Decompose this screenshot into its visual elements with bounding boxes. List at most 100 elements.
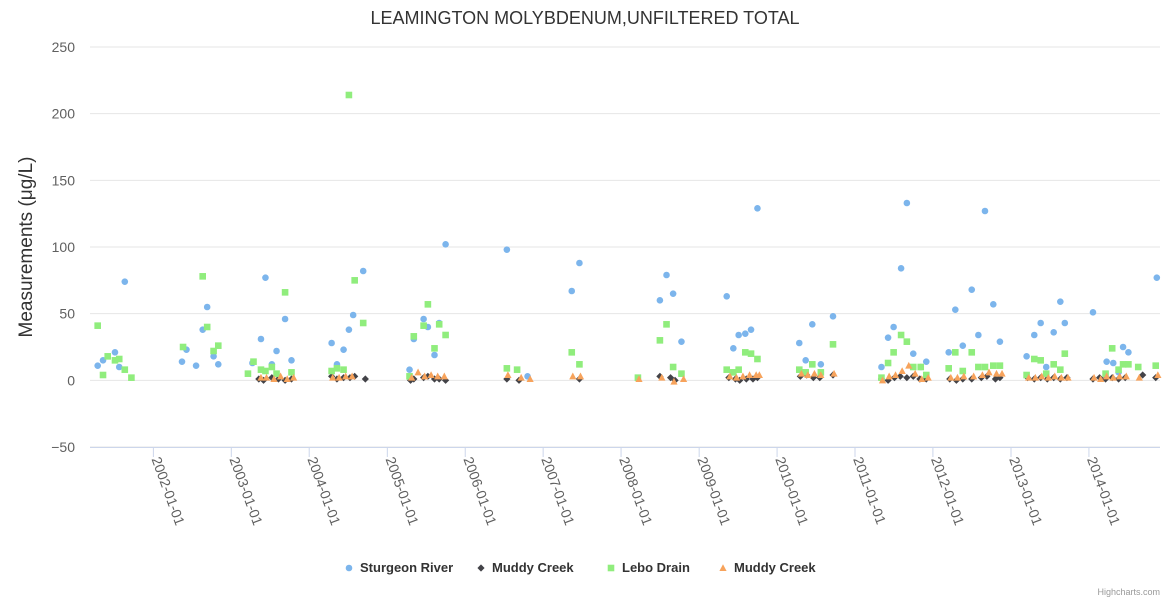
data-point[interactable] xyxy=(203,323,211,331)
data-point[interactable] xyxy=(797,369,806,377)
data-point[interactable] xyxy=(503,365,511,372)
data-point[interactable] xyxy=(884,376,892,384)
data-point[interactable] xyxy=(656,337,664,344)
data-point[interactable] xyxy=(981,207,989,215)
data-point[interactable] xyxy=(414,368,422,376)
data-point[interactable] xyxy=(911,369,919,377)
data-point[interactable] xyxy=(283,375,291,382)
data-point[interactable] xyxy=(1102,370,1109,377)
data-point[interactable] xyxy=(431,351,438,359)
data-point[interactable] xyxy=(1057,298,1064,305)
data-point[interactable] xyxy=(735,331,742,339)
data-point[interactable] xyxy=(1154,371,1162,378)
data-point[interactable] xyxy=(953,373,962,381)
data-point[interactable] xyxy=(349,311,357,319)
data-point[interactable] xyxy=(115,363,123,371)
data-point[interactable] xyxy=(257,373,265,381)
data-point[interactable] xyxy=(333,365,341,372)
data-point[interactable] xyxy=(975,363,982,371)
data-point[interactable] xyxy=(440,372,448,380)
data-point[interactable] xyxy=(342,372,350,380)
highcharts-credit-link[interactable]: Highcharts.com xyxy=(1097,587,1160,597)
data-point[interactable] xyxy=(351,277,358,284)
data-point[interactable] xyxy=(257,366,265,373)
data-point[interactable] xyxy=(517,373,525,381)
data-point[interactable] xyxy=(903,338,911,345)
data-point[interactable] xyxy=(909,363,917,371)
data-point[interactable] xyxy=(909,350,917,357)
data-point[interactable] xyxy=(250,358,257,365)
data-point[interactable] xyxy=(903,199,911,207)
data-point[interactable] xyxy=(989,362,997,369)
data-point[interactable] xyxy=(434,372,442,380)
data-point[interactable] xyxy=(903,374,911,382)
data-point[interactable] xyxy=(1109,359,1117,367)
data-point[interactable] xyxy=(442,241,449,248)
data-point[interactable] xyxy=(179,343,187,351)
data-point[interactable] xyxy=(663,271,670,279)
data-point[interactable] xyxy=(1119,361,1127,368)
legend-item[interactable]: Muddy Creek xyxy=(719,560,816,575)
data-point[interactable] xyxy=(795,366,803,373)
data-point[interactable] xyxy=(257,335,265,343)
data-point[interactable] xyxy=(998,369,1006,377)
data-point[interactable] xyxy=(959,342,967,349)
data-point[interactable] xyxy=(104,353,112,360)
data-point[interactable] xyxy=(747,350,755,357)
data-point[interactable] xyxy=(1030,331,1038,339)
data-point[interactable] xyxy=(406,373,413,380)
data-point[interactable] xyxy=(503,246,511,253)
data-point[interactable] xyxy=(1134,363,1142,371)
data-point[interactable] xyxy=(730,369,737,376)
data-point[interactable] xyxy=(891,371,900,378)
data-point[interactable] xyxy=(1031,373,1039,381)
data-point[interactable] xyxy=(952,349,959,356)
data-point[interactable] xyxy=(732,373,741,381)
data-point[interactable] xyxy=(424,301,432,308)
data-point[interactable] xyxy=(996,338,1004,345)
data-point[interactable] xyxy=(1023,353,1030,360)
data-point[interactable] xyxy=(441,376,450,384)
data-point[interactable] xyxy=(1103,372,1111,380)
data-point[interactable] xyxy=(203,303,211,311)
data-point[interactable] xyxy=(431,345,438,352)
data-point[interactable] xyxy=(290,373,298,381)
data-point[interactable] xyxy=(1090,373,1098,381)
data-point[interactable] xyxy=(996,362,1004,369)
data-point[interactable] xyxy=(726,372,734,380)
data-point[interactable] xyxy=(1103,358,1110,365)
data-point[interactable] xyxy=(1125,361,1132,368)
data-point[interactable] xyxy=(1061,319,1069,327)
data-point[interactable] xyxy=(568,287,576,295)
data-point[interactable] xyxy=(678,370,685,377)
data-point[interactable] xyxy=(345,91,353,99)
data-point[interactable] xyxy=(890,349,897,356)
data-point[interactable] xyxy=(335,373,343,381)
legend-item[interactable]: Muddy Creek xyxy=(477,560,574,575)
data-point[interactable] xyxy=(340,366,347,373)
data-point[interactable] xyxy=(210,353,217,360)
data-point[interactable] xyxy=(635,375,643,382)
data-point[interactable] xyxy=(99,371,107,379)
data-point[interactable] xyxy=(1037,319,1044,327)
data-point[interactable] xyxy=(199,273,206,280)
data-point[interactable] xyxy=(924,373,932,381)
data-point[interactable] xyxy=(424,372,432,380)
data-point[interactable] xyxy=(1061,350,1069,357)
data-point[interactable] xyxy=(288,369,295,376)
data-point[interactable] xyxy=(985,368,993,376)
data-point[interactable] xyxy=(340,346,347,353)
data-point[interactable] xyxy=(830,369,838,377)
data-point[interactable] xyxy=(970,372,978,380)
data-point[interactable] xyxy=(1109,373,1117,381)
data-point[interactable] xyxy=(975,331,982,339)
data-point[interactable] xyxy=(992,369,1001,377)
data-point[interactable] xyxy=(983,372,991,380)
data-point[interactable] xyxy=(754,355,761,363)
data-point[interactable] xyxy=(885,372,893,380)
data-point[interactable] xyxy=(1116,372,1124,380)
data-point[interactable] xyxy=(905,361,913,369)
data-point[interactable] xyxy=(568,349,576,356)
data-point[interactable] xyxy=(210,347,217,355)
data-point[interactable] xyxy=(1023,371,1030,379)
